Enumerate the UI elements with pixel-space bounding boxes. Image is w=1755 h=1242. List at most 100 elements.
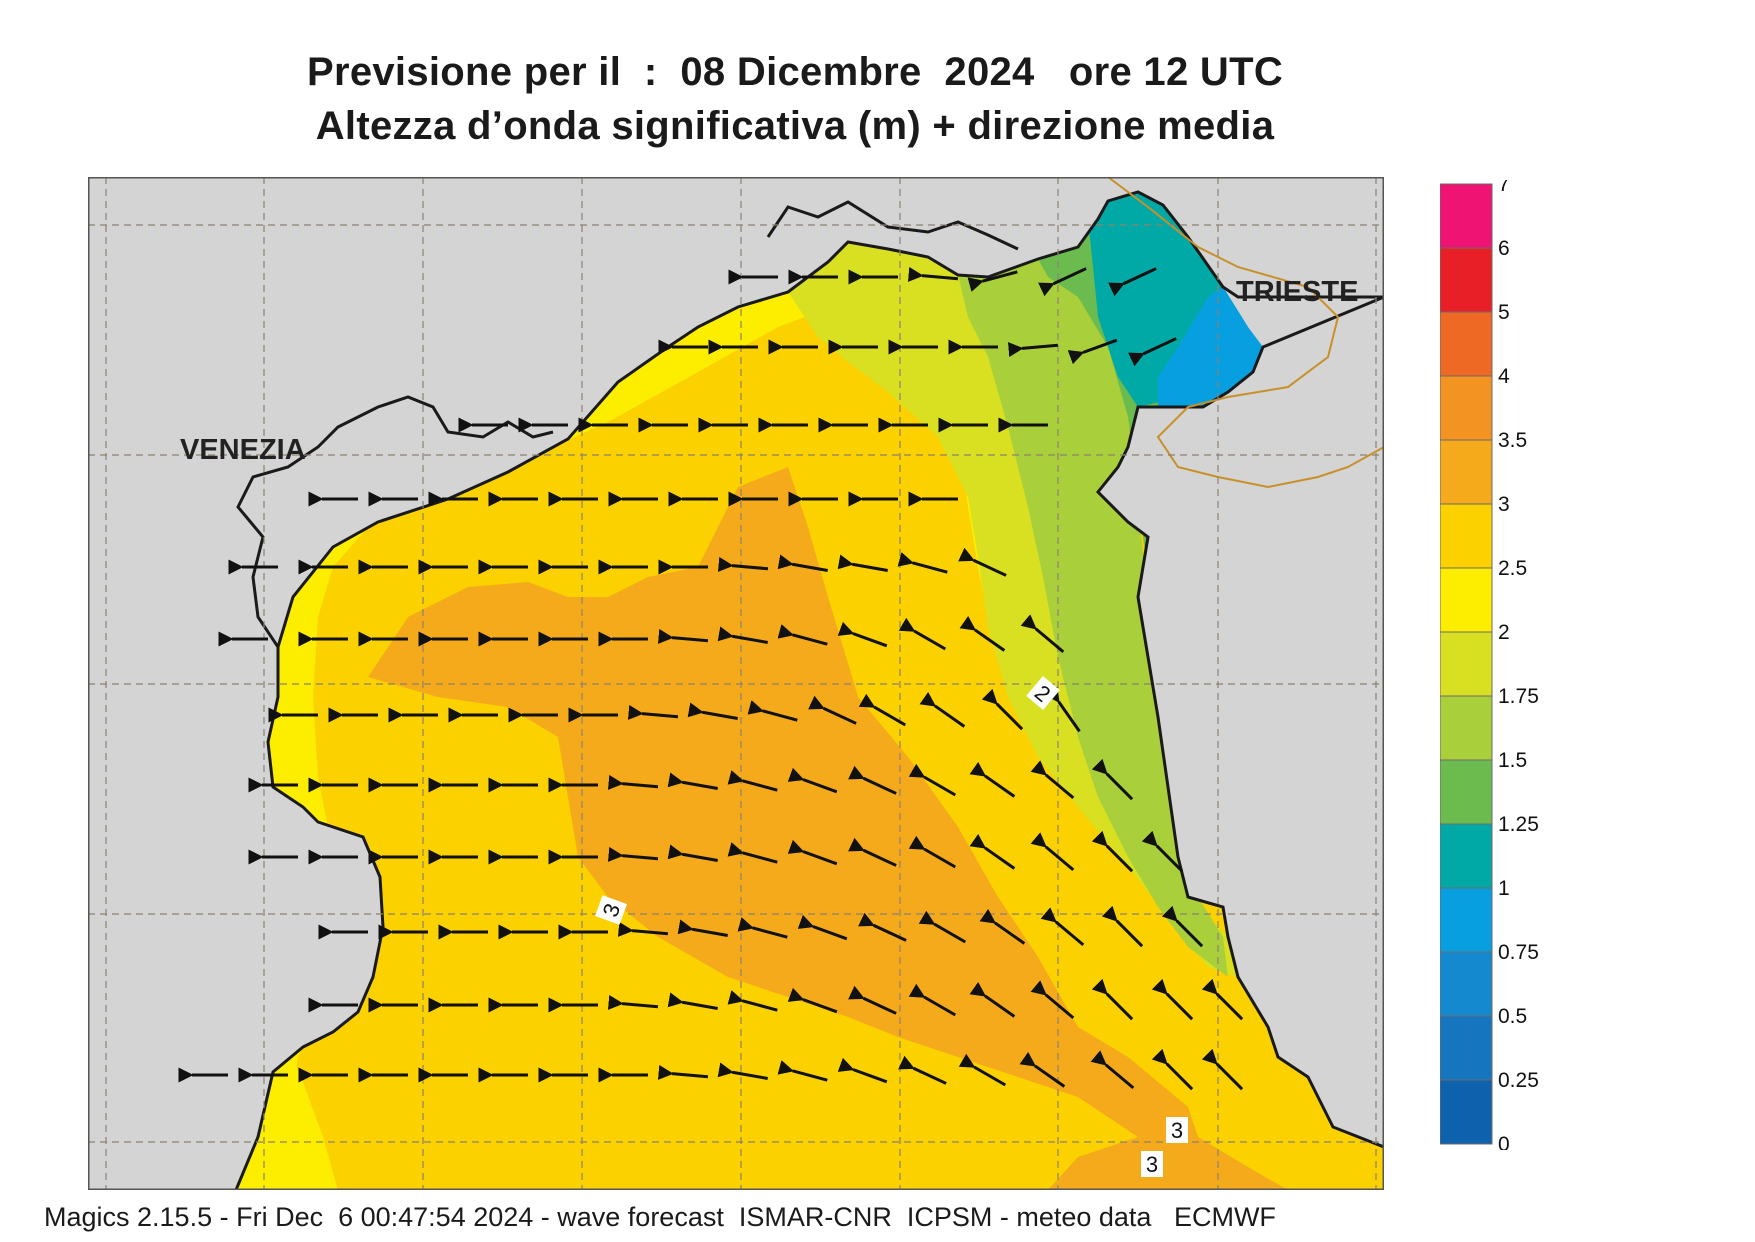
direction-arrow	[1091, 830, 1134, 873]
border-line	[1107, 177, 1384, 489]
direction-arrow	[958, 547, 1007, 577]
direction-arrow	[1151, 1048, 1194, 1091]
direction-arrow	[1040, 907, 1085, 947]
direction-arrow	[1101, 905, 1144, 948]
legend-swatch	[1440, 439, 1493, 505]
direction-arrow	[858, 693, 907, 727]
direction-arrow	[958, 1053, 1007, 1087]
coastline-north	[88, 177, 1384, 1190]
wave-map: 2 3 3 3 VENEZIA TRIESTE	[88, 177, 1384, 1190]
city-label-venezia: VENEZIA	[180, 434, 306, 466]
direction-arrow	[617, 921, 669, 937]
direction-arrow	[607, 846, 659, 862]
legend-swatch	[1440, 375, 1493, 441]
direction-arrow	[1030, 832, 1075, 872]
direction-arrow	[848, 837, 897, 867]
direction-arrow	[607, 994, 659, 1010]
band-3-3.5	[368, 467, 1198, 1137]
direction-arrow	[1020, 614, 1065, 654]
direction-arrow	[677, 919, 728, 937]
legend-swatch	[1440, 183, 1493, 249]
band-1.5-1.75	[958, 201, 1228, 977]
direction-arrow	[848, 765, 897, 795]
legend-label: 0	[1498, 1133, 1510, 1150]
direction-arrow	[981, 688, 1024, 731]
direction-arrow	[787, 987, 838, 1014]
direction-arrow	[1090, 1050, 1135, 1090]
direction-arrow	[969, 761, 1016, 798]
direction-arrow	[1108, 267, 1157, 297]
direction-arrow	[1161, 905, 1204, 948]
direction-arrow	[777, 624, 828, 646]
direction-arrow	[959, 615, 1006, 652]
legend-label: 1.75	[1498, 685, 1539, 708]
direction-arrow	[1007, 342, 1059, 358]
legend-swatch	[1440, 311, 1493, 377]
chart-title-line2: Altezza d’onda significativa (m) + direz…	[315, 104, 1275, 148]
legend-swatch	[1440, 503, 1493, 569]
direction-arrow	[727, 770, 778, 792]
legend-label: 2	[1498, 621, 1510, 644]
legend-label: 5	[1498, 301, 1510, 324]
direction-arrow	[907, 266, 959, 282]
direction-arrow	[657, 628, 709, 644]
direction-arrow	[1030, 760, 1075, 800]
direction-arrow	[908, 835, 957, 869]
contour-labels: 2 3 3 3	[595, 675, 1188, 1177]
venice-lagoon	[236, 395, 554, 648]
direction-arrow	[607, 774, 659, 790]
legend-swatch	[1440, 823, 1493, 889]
legend-swatch	[1440, 887, 1493, 953]
direction-arrow	[1141, 830, 1184, 873]
direction-arrow	[898, 1055, 947, 1085]
legend-label: 1.5	[1498, 749, 1527, 772]
direction-arrow	[787, 767, 838, 794]
direction-arrow	[919, 691, 966, 728]
direction-arrow	[969, 981, 1016, 1018]
direction-arrow	[727, 990, 778, 1012]
direction-arrow	[737, 917, 788, 939]
direction-arrow	[908, 983, 957, 1017]
north-lagoon	[766, 200, 1019, 251]
legend-label: 3	[1498, 493, 1510, 516]
legend-label: 1	[1498, 877, 1510, 900]
legend-label: 7	[1498, 180, 1510, 196]
legend-swatch	[1440, 1079, 1493, 1145]
direction-arrow	[979, 908, 1026, 945]
color-legend: 7 6 5 4 3.5 3 2.5 2 1.75 1.5 1.25 1 0.75 0.5 0.25 0	[1440, 180, 1539, 1150]
direction-arrow	[797, 914, 848, 941]
direction-arrow	[627, 704, 679, 720]
direction-arrow	[1128, 337, 1177, 367]
direction-arrow	[777, 554, 828, 572]
direction-arrow	[837, 1057, 888, 1084]
legend-swatch	[1440, 631, 1493, 697]
direction-arrow	[1019, 1051, 1066, 1088]
direction-arrow	[747, 700, 798, 722]
band-3-3.5-south	[1048, 1137, 1288, 1190]
direction-arrow	[969, 833, 1016, 870]
band-0.75-1	[1158, 287, 1263, 407]
direction-arrow	[1044, 686, 1081, 733]
direction-arrow	[898, 617, 947, 651]
direction-arrow	[717, 1062, 768, 1080]
direction-arrow	[1038, 267, 1087, 297]
direction-arrow	[1151, 978, 1194, 1021]
city-label-trieste: TRIESTE	[1236, 276, 1358, 308]
direction-arrow	[1201, 978, 1244, 1021]
direction-arrow	[717, 556, 769, 572]
legend-label: 0.25	[1498, 1069, 1539, 1092]
contour-label-3b: 3	[1171, 1118, 1183, 1143]
chart-title-line1: Previsione per il : 08 Dicembre 2024 ore…	[306, 50, 1284, 94]
legend-label: 3.5	[1498, 429, 1527, 452]
direction-arrow	[1091, 978, 1134, 1021]
legend-label: 0.75	[1498, 941, 1539, 964]
direction-arrow	[848, 985, 897, 1015]
footer-credits: Magics 2.15.5 - Fri Dec 6 00:47:54 2024 …	[44, 1202, 1276, 1232]
legend-label: 2.5	[1498, 557, 1527, 580]
legend-swatch	[1440, 759, 1493, 825]
direction-arrow	[837, 621, 888, 648]
legend-swatch	[1440, 951, 1493, 1017]
direction-arrow	[1201, 1048, 1244, 1091]
legend-label: 0.5	[1498, 1005, 1527, 1028]
direction-arrow	[777, 1060, 828, 1082]
